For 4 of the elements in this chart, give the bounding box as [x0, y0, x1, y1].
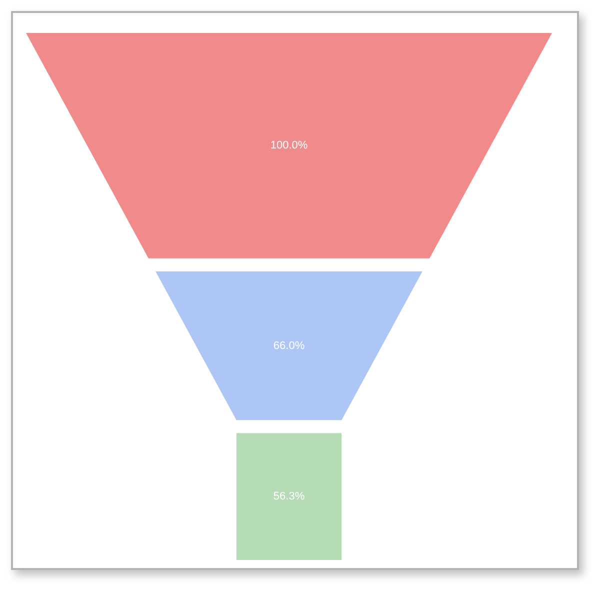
- data-label: 66.0%: [273, 340, 305, 352]
- data-label: 56.3%: [273, 490, 305, 503]
- card-frame: 100.0% 66.0% 56.3%: [11, 11, 579, 570]
- data-label: 100.0%: [270, 140, 308, 152]
